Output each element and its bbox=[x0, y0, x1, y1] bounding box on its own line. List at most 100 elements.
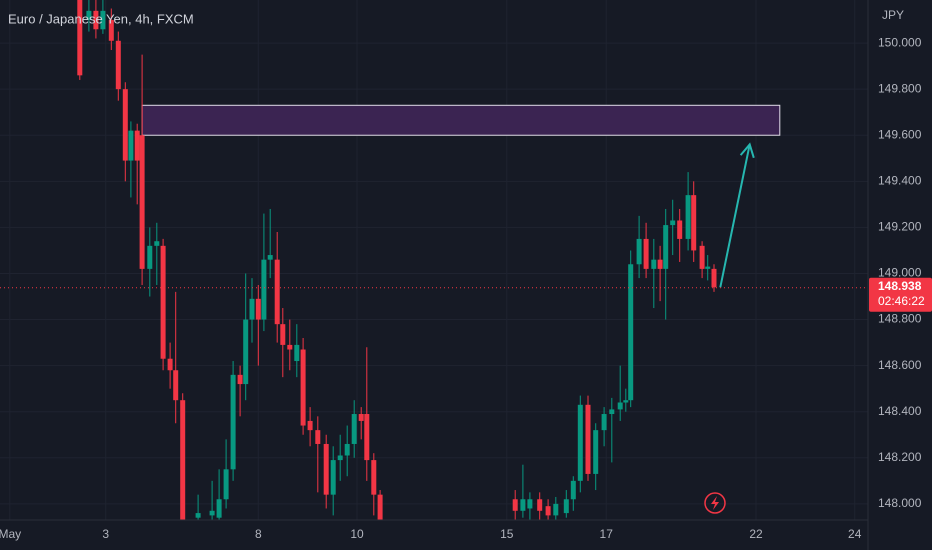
candle-body bbox=[670, 220, 676, 226]
candle-body bbox=[160, 245, 166, 359]
x-tick-label: 24 bbox=[848, 527, 862, 541]
currency-label: JPY bbox=[882, 8, 904, 22]
candle-body bbox=[122, 89, 128, 161]
candle-body bbox=[280, 324, 286, 345]
candle-body bbox=[663, 225, 669, 269]
candle-body bbox=[585, 404, 591, 474]
candle-body bbox=[267, 255, 273, 260]
candle-body bbox=[93, 10, 99, 30]
y-tick-label: 149.000 bbox=[878, 266, 922, 280]
alert-icon[interactable] bbox=[704, 492, 726, 514]
candle-body bbox=[545, 506, 551, 516]
x-tick-label: 17 bbox=[600, 527, 614, 541]
y-tick-label: 148.000 bbox=[878, 496, 922, 510]
candle-body bbox=[677, 220, 683, 239]
candle-body bbox=[230, 374, 236, 470]
candle-body bbox=[261, 259, 267, 320]
candle-body bbox=[223, 469, 229, 500]
candle-body bbox=[364, 414, 370, 461]
candle-body bbox=[294, 344, 300, 362]
chart-title: Euro / Japanese Yen, 4h, FXCM bbox=[8, 11, 194, 26]
candle-body bbox=[351, 414, 357, 444]
trend-arrow bbox=[719, 144, 751, 288]
x-tick-label: 8 bbox=[255, 527, 262, 541]
x-tick-label: 3 bbox=[102, 527, 109, 541]
candle-body bbox=[628, 264, 634, 401]
candle-body bbox=[527, 499, 533, 509]
candle-body bbox=[154, 241, 160, 246]
x-tick-label: 10 bbox=[350, 527, 364, 541]
y-tick-label: 149.600 bbox=[878, 127, 922, 141]
candle-body bbox=[651, 259, 657, 269]
candle-body bbox=[691, 195, 697, 251]
candle-body bbox=[255, 298, 261, 320]
plot-area bbox=[77, 0, 781, 520]
candle-body bbox=[237, 374, 243, 385]
y-tick-label: 150.000 bbox=[878, 35, 922, 49]
candle-body bbox=[643, 238, 649, 269]
candle-body bbox=[108, 20, 114, 41]
candle-body bbox=[243, 319, 249, 385]
candle-body bbox=[636, 238, 642, 265]
candle-body bbox=[173, 370, 179, 401]
y-tick-label: 149.800 bbox=[878, 81, 922, 95]
candle-body bbox=[537, 499, 543, 511]
candle-body bbox=[86, 10, 92, 21]
candle-body bbox=[315, 430, 321, 444]
candle-body bbox=[705, 266, 711, 269]
countdown-label: 02:46:22 bbox=[878, 294, 925, 308]
candle-body bbox=[337, 455, 343, 461]
candle-body bbox=[609, 409, 615, 415]
y-tick-label: 149.400 bbox=[878, 173, 922, 187]
candle-body bbox=[617, 402, 623, 410]
candle-body bbox=[563, 499, 569, 514]
candle-body bbox=[358, 414, 364, 421]
candle-body bbox=[115, 40, 121, 90]
candle-body bbox=[307, 420, 313, 431]
candle-body bbox=[323, 443, 329, 495]
y-tick-label: 148.600 bbox=[878, 358, 922, 372]
x-tick-label: May bbox=[0, 527, 21, 541]
candle-body bbox=[128, 130, 134, 161]
candle-body bbox=[685, 195, 691, 239]
candle-body bbox=[371, 460, 377, 495]
y-tick-label: 148.200 bbox=[878, 450, 922, 464]
candle-body bbox=[330, 460, 336, 495]
candle-body bbox=[147, 245, 153, 269]
candle-body bbox=[512, 499, 518, 511]
candle-body bbox=[77, 0, 83, 76]
candle-body bbox=[274, 259, 280, 325]
grid bbox=[0, 0, 868, 520]
candle-body bbox=[195, 513, 201, 518]
candle-body bbox=[287, 344, 293, 350]
candle-body bbox=[167, 358, 173, 371]
candle-body bbox=[377, 494, 383, 520]
candle-body bbox=[344, 443, 350, 456]
x-tick-label: 15 bbox=[500, 527, 514, 541]
candle-body bbox=[711, 268, 717, 288]
y-tick-label: 148.400 bbox=[878, 404, 922, 418]
arrow-head bbox=[739, 142, 755, 159]
last-price-box bbox=[869, 277, 932, 312]
candle-body bbox=[100, 10, 106, 30]
candle-body bbox=[553, 503, 559, 516]
y-tick-label: 148.800 bbox=[878, 312, 922, 326]
candle-body bbox=[209, 510, 215, 516]
candle-body bbox=[216, 499, 222, 518]
x-tick-label: 22 bbox=[749, 527, 763, 541]
candle-body bbox=[180, 400, 186, 520]
candle-body bbox=[699, 245, 705, 269]
last-price-label: 148.938 bbox=[878, 279, 922, 293]
candle-body bbox=[623, 400, 629, 403]
candle-body bbox=[593, 430, 599, 474]
candle-body bbox=[300, 349, 306, 426]
candle-body bbox=[134, 130, 140, 161]
supply-zone bbox=[141, 104, 781, 136]
candle-body bbox=[520, 499, 526, 511]
candle-body bbox=[249, 298, 255, 320]
candle-body bbox=[139, 135, 145, 269]
y-tick-label: 149.200 bbox=[878, 220, 922, 234]
